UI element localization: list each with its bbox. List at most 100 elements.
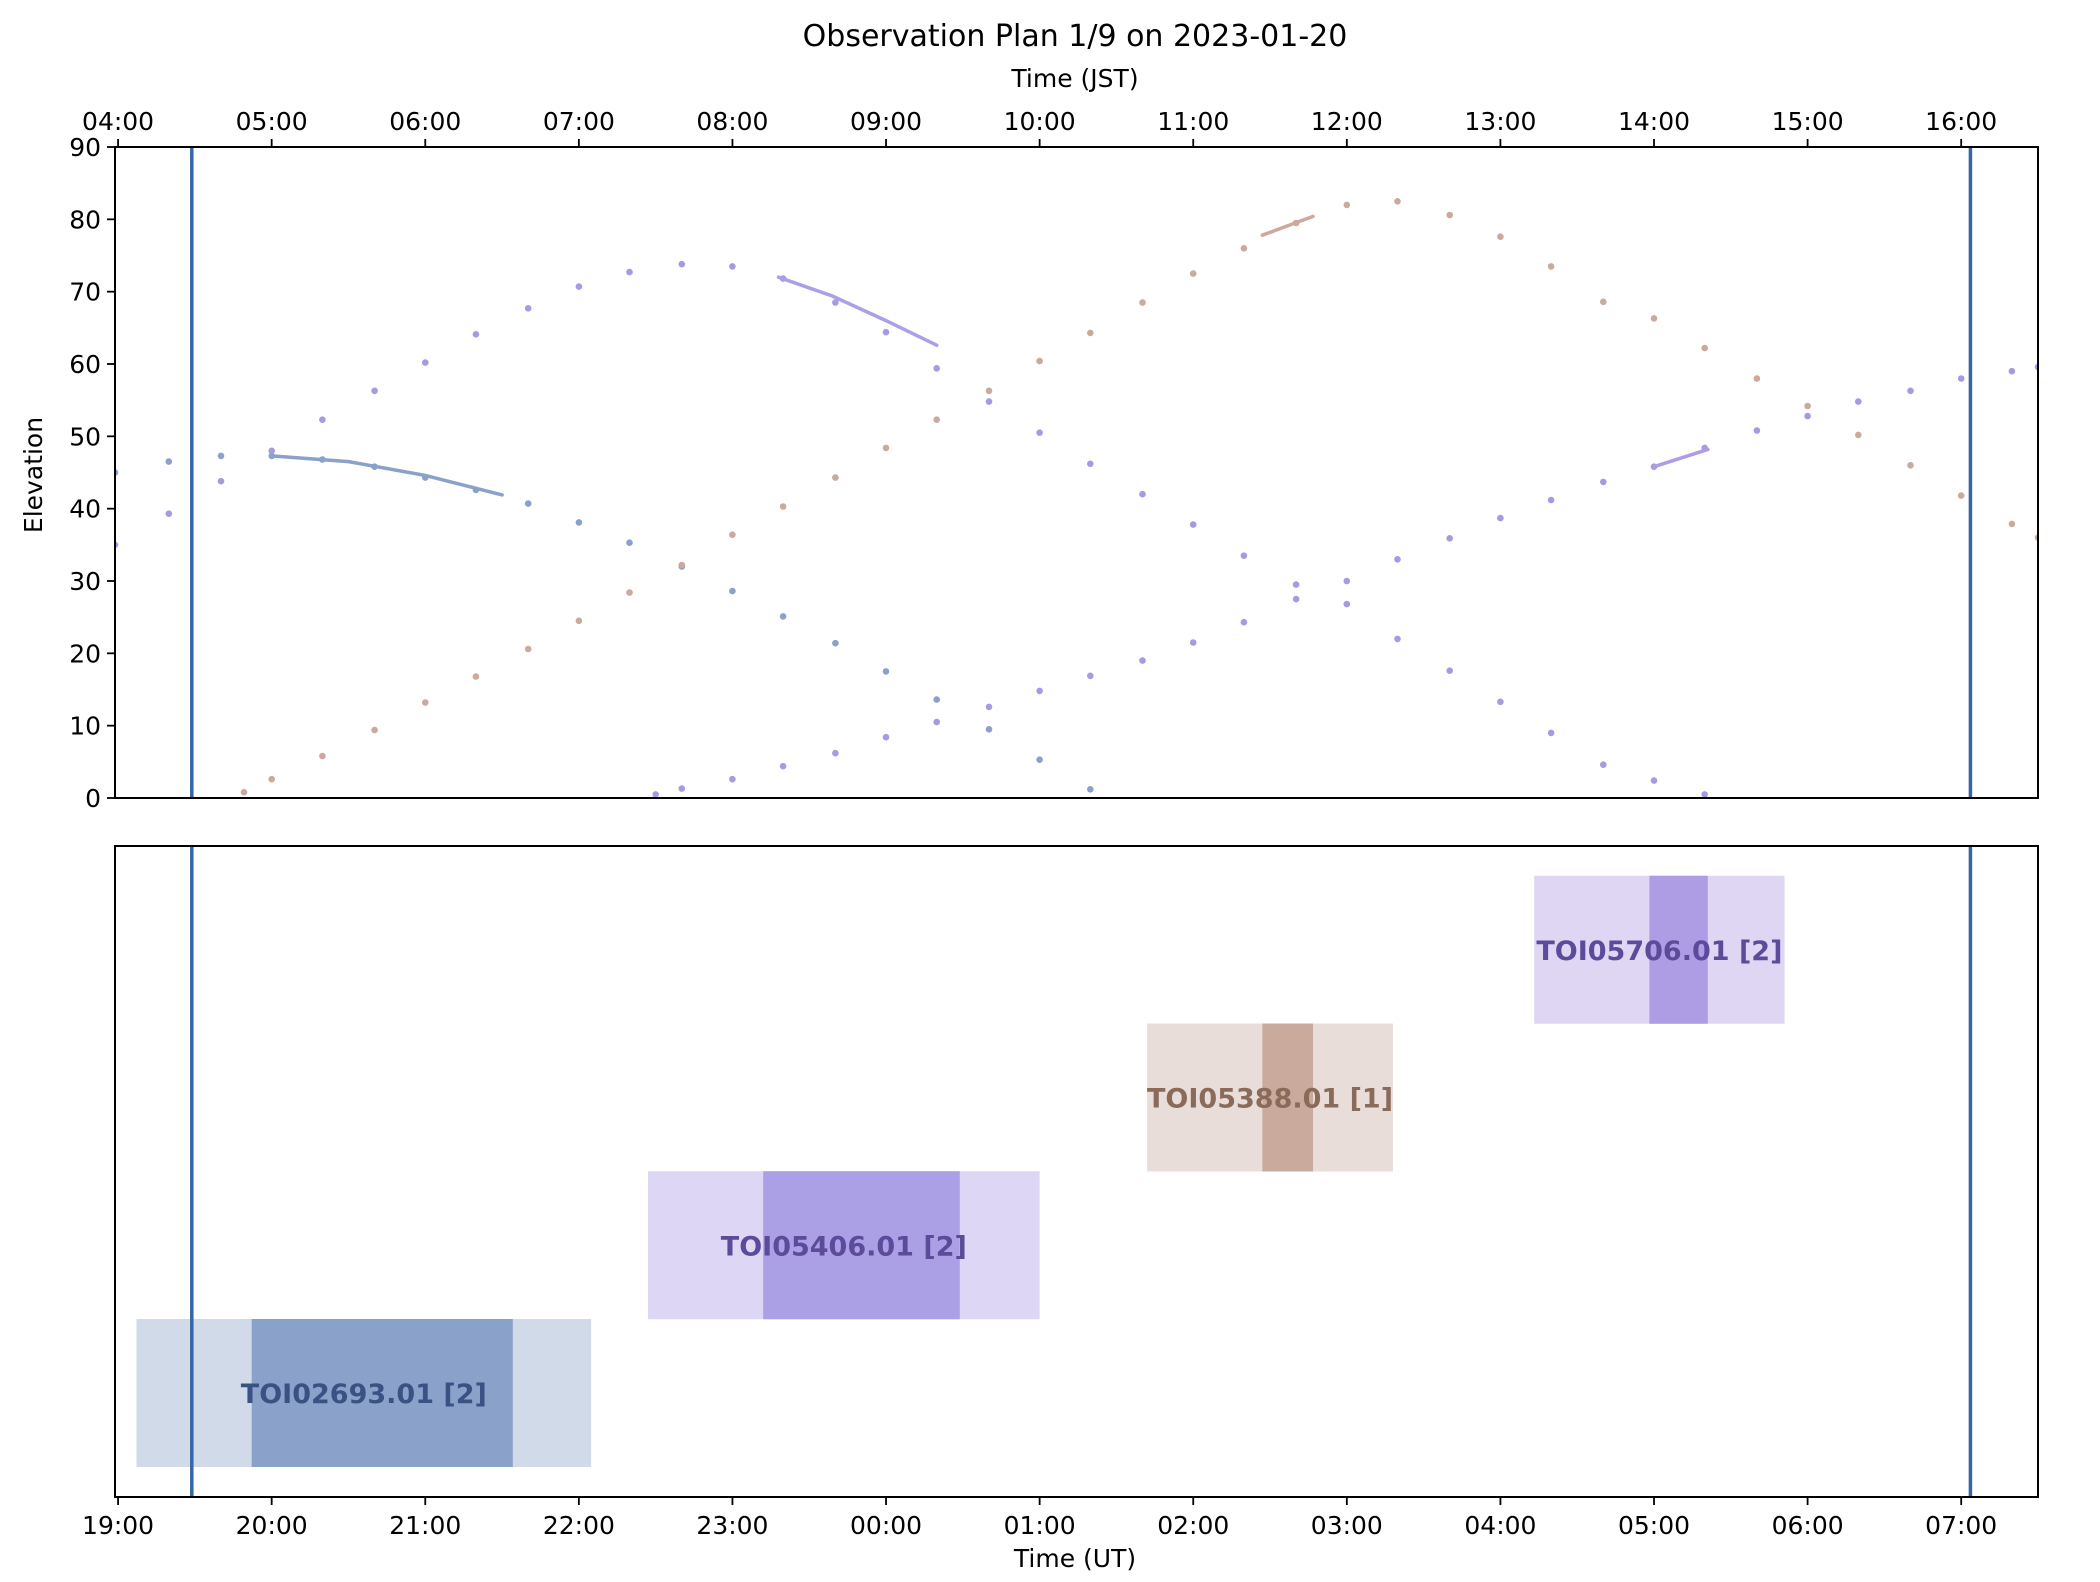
elevation-point xyxy=(985,387,993,395)
elevation-point xyxy=(2008,367,2016,375)
elevation-point xyxy=(524,305,532,312)
elevation-point xyxy=(1036,357,1043,365)
elevation-point xyxy=(524,645,532,653)
elevation-point xyxy=(268,447,276,455)
elevation-point xyxy=(1957,375,1965,382)
elevation-panel-frame xyxy=(114,146,2039,799)
elevation-point xyxy=(1139,490,1146,498)
elevation-point xyxy=(268,775,276,783)
jst-tick-label: 14:00 xyxy=(1618,107,1690,136)
elevation-point xyxy=(422,359,429,366)
elevation-point xyxy=(1600,298,1607,306)
jst-tick-label: 10:00 xyxy=(1004,107,1076,136)
transit-window xyxy=(251,1319,513,1467)
elevation-point xyxy=(575,283,583,290)
schedule-bar-TOI05388.01: TOI05388.01 [1] xyxy=(1147,1023,1393,1172)
elevation-point xyxy=(1600,478,1607,486)
elevation-series-TOI02693.01 xyxy=(115,452,1094,793)
elevation-point xyxy=(1753,427,1761,434)
elevation-series-TOI05406.01 xyxy=(115,260,1708,798)
y-tick-label: 90 xyxy=(69,133,101,162)
elevation-point xyxy=(1343,577,1351,585)
elevation-point xyxy=(1139,299,1146,306)
elevation-point xyxy=(1497,698,1504,706)
elevation-point xyxy=(472,673,480,680)
elevation-point xyxy=(319,752,326,760)
elevation-point xyxy=(1240,245,1248,252)
jst-tick-label: 09:00 xyxy=(850,107,922,136)
elevation-point xyxy=(626,539,633,546)
elevation-point xyxy=(832,749,839,757)
y-tick-label: 30 xyxy=(69,567,101,596)
ut-tick-label: 20:00 xyxy=(236,1511,308,1540)
y-axis-label: Elevation xyxy=(19,417,48,533)
elevation-point xyxy=(1292,595,1300,603)
elevation-point xyxy=(985,726,993,733)
transit-window xyxy=(1262,1023,1314,1172)
ut-tick-label: 23:00 xyxy=(696,1511,768,1540)
elevation-point xyxy=(1957,492,1965,499)
transit-curve-TOI05706.01 xyxy=(1652,447,1710,469)
y-tick-label: 60 xyxy=(69,350,101,379)
elevation-point xyxy=(2008,520,2016,528)
bottom-x-axis-label: Time (UT) xyxy=(1013,1544,1136,1573)
elevation-point xyxy=(1701,344,1708,352)
elevation-point xyxy=(985,703,993,711)
ut-tick-label: 01:00 xyxy=(1004,1511,1076,1540)
elevation-point xyxy=(1087,672,1094,680)
elevation-point xyxy=(652,791,659,798)
elevation-point xyxy=(832,299,839,306)
elevation-point xyxy=(1394,556,1401,563)
elevation-point xyxy=(1446,535,1453,542)
elevation-point xyxy=(1547,496,1555,504)
elevation-point xyxy=(217,477,225,485)
ut-tick-label: 00:00 xyxy=(850,1511,922,1540)
elevation-point xyxy=(1087,329,1094,337)
y-tick-label: 0 xyxy=(85,784,101,813)
y-tick-label: 50 xyxy=(69,422,101,451)
elevation-point xyxy=(832,474,839,481)
ut-tick-label: 22:00 xyxy=(543,1511,615,1540)
jst-tick-label: 16:00 xyxy=(1925,107,1997,136)
y-tick-label: 70 xyxy=(69,278,101,307)
elevation-point xyxy=(882,328,890,336)
elevation-series-TOI05388.01 xyxy=(240,198,2038,796)
elevation-point xyxy=(422,699,429,706)
elevation-point xyxy=(678,785,686,792)
ut-tick-label: 02:00 xyxy=(1157,1511,1229,1540)
elevation-point xyxy=(217,452,225,460)
elevation-point xyxy=(575,519,583,526)
elevation-point xyxy=(626,268,633,276)
y-tick-label: 80 xyxy=(69,205,101,234)
ut-tick-label: 04:00 xyxy=(1464,1511,1536,1540)
elevation-point xyxy=(933,718,940,726)
target-label: TOI05706.01 [2] xyxy=(1536,936,1782,967)
elevation-point xyxy=(933,416,940,424)
elevation-point xyxy=(472,331,480,338)
elevation-point xyxy=(524,500,532,507)
jst-tick-label: 06:00 xyxy=(389,107,461,136)
elevation-series-TOI05706.01 xyxy=(652,363,2038,798)
transit-curve-TOI05388.01 xyxy=(1260,214,1315,237)
elevation-point xyxy=(1907,462,1914,469)
elevation-point xyxy=(319,416,326,424)
y-tick-label: 10 xyxy=(69,712,101,741)
elevation-point xyxy=(1600,761,1607,768)
elevation-point xyxy=(1292,581,1300,588)
ut-tick-label: 19:00 xyxy=(82,1511,154,1540)
elevation-point xyxy=(1343,201,1351,209)
elevation-point xyxy=(832,639,839,647)
elevation-point xyxy=(575,617,583,625)
schedule-panel: TOI02693.01 [2] TOI05406.01 [2] TOI05388.0… xyxy=(82,845,2039,1540)
elevation-point xyxy=(1547,263,1555,270)
elevation-point xyxy=(1547,729,1555,737)
elevation-point xyxy=(371,387,378,395)
jst-tick-label: 04:00 xyxy=(82,107,154,136)
jst-tick-label: 13:00 xyxy=(1464,107,1536,136)
elevation-point xyxy=(1189,521,1197,528)
elevation-point xyxy=(1036,756,1043,763)
schedule-bar-TOI05406.01: TOI05406.01 [2] xyxy=(647,1171,1040,1320)
transit-curve-TOI02693.01 xyxy=(269,454,504,497)
